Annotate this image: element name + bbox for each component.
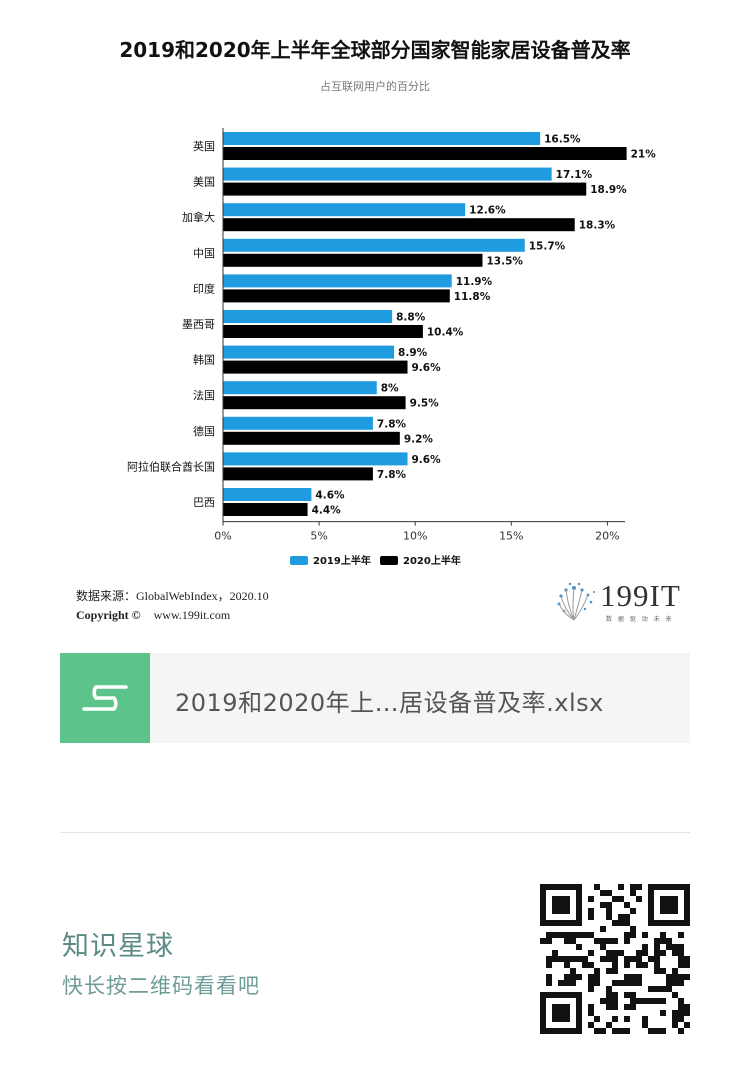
category-label: 英国 — [193, 139, 215, 153]
x-axis: 0% 5% 10% 15% 20% — [214, 128, 625, 543]
data-label: 18.3% — [579, 220, 616, 232]
data-label: 4.4% — [312, 505, 342, 517]
website-url[interactable]: www.199it.com — [153, 608, 231, 622]
bar-2019 — [223, 381, 377, 395]
category-label: 法国 — [193, 388, 215, 402]
data-label: 21% — [631, 149, 657, 161]
legend-label: 2019上半年 — [313, 554, 371, 567]
bar-2020 — [223, 289, 450, 303]
data-label: 17.1% — [556, 169, 593, 181]
bar-2019 — [223, 488, 312, 501]
dandelion-icon — [557, 582, 595, 621]
bar-2020 — [223, 147, 627, 160]
legend: 2019上半年 2020上半年 — [290, 554, 461, 567]
qr-code-icon[interactable] — [540, 884, 690, 1034]
data-label: 18.9% — [590, 184, 627, 196]
bar-2019 — [223, 203, 466, 217]
divider — [60, 832, 690, 833]
logo-tagline: 数 据 驱 动 未 来 — [606, 616, 674, 623]
x-tick-label: 0% — [214, 530, 231, 543]
x-tick-label: 15% — [499, 530, 523, 543]
legend-label: 2020上半年 — [403, 554, 461, 567]
planet-title: 知识星球 — [62, 931, 174, 962]
data-label: 16.5% — [544, 134, 581, 146]
data-label: 9.6% — [412, 362, 442, 374]
x-tick-label: 20% — [595, 530, 619, 543]
legend-swatch — [290, 556, 308, 565]
bar-2019 — [223, 345, 395, 359]
data-label: 11.8% — [454, 291, 491, 303]
category-label: 加拿大 — [182, 210, 215, 224]
bar-2020 — [223, 396, 406, 410]
data-label: 7.8% — [377, 469, 407, 481]
data-label: 4.6% — [315, 490, 345, 502]
bar-2019 — [223, 274, 452, 288]
category-label: 巴西 — [193, 496, 215, 509]
source-line: 数据来源：GlobalWebIndex，2020.10 — [76, 589, 269, 603]
data-label: 9.2% — [404, 433, 434, 445]
planet-subtitle: 快长按二维码看看吧 — [62, 974, 260, 998]
data-label: 10.4% — [427, 327, 464, 339]
file-name: 2019和2020年上…居设备普及率.xlsx — [175, 689, 604, 717]
category-label: 阿拉伯联合酋长国 — [127, 459, 215, 473]
data-label: 11.9% — [456, 276, 493, 288]
legend-swatch — [380, 556, 398, 565]
bar-2020 — [223, 467, 373, 481]
brand-logo: 199IT 数 据 驱 动 未 来 — [554, 578, 684, 624]
category-label: 印度 — [193, 281, 215, 295]
bar-2020 — [223, 503, 308, 516]
bar-2020 — [223, 218, 575, 232]
spreadsheet-s-icon — [60, 653, 150, 743]
data-label: 8% — [381, 383, 399, 395]
bar-2020 — [223, 182, 587, 196]
data-label: 9.6% — [412, 454, 442, 466]
category-label: 墨西哥 — [182, 318, 215, 331]
bar-2019 — [223, 416, 373, 430]
x-tick-label: 5% — [310, 530, 327, 543]
category-label: 韩国 — [193, 353, 215, 367]
bar-2020 — [223, 253, 483, 267]
bars-layer: 英国 16.5% 21% 美国 17.1% 18.9% 加拿大 12.6% 18.3% 中国 15.… — [127, 132, 656, 517]
chart-subtitle: 占互联网用户的百分比 — [320, 79, 430, 93]
copyright-line: Copyright © www.199it.com — [76, 608, 230, 623]
copyright-label: Copyright © — [76, 608, 141, 622]
logo-text: 199IT — [600, 578, 681, 613]
chart: 2019和2020年上半年全球部分国家智能家居设备普及率 占互联网用户的百分比 … — [119, 38, 656, 567]
bar-2020 — [223, 325, 423, 338]
data-label: 8.8% — [396, 312, 426, 324]
data-label: 13.5% — [486, 255, 523, 267]
file-attachment-card[interactable]: 2019和2020年上…居设备普及率.xlsx — [60, 653, 690, 743]
bar-2020 — [223, 431, 400, 445]
category-label: 美国 — [193, 176, 215, 189]
x-tick-label: 10% — [403, 530, 427, 543]
bar-2019 — [223, 310, 393, 323]
category-label: 中国 — [193, 247, 215, 260]
data-label: 15.7% — [529, 240, 566, 252]
bar-2019 — [223, 452, 408, 466]
bar-2020 — [223, 360, 408, 374]
category-label: 德国 — [193, 424, 215, 438]
bar-2019 — [223, 167, 552, 181]
chart-title: 2019和2020年上半年全球部分国家智能家居设备普及率 — [119, 38, 630, 62]
data-label: 7.8% — [377, 418, 407, 430]
data-label: 8.9% — [398, 347, 428, 359]
data-label: 9.5% — [410, 398, 440, 410]
bar-2019 — [223, 238, 525, 252]
data-label: 12.6% — [469, 205, 506, 217]
bar-2019 — [223, 132, 541, 145]
